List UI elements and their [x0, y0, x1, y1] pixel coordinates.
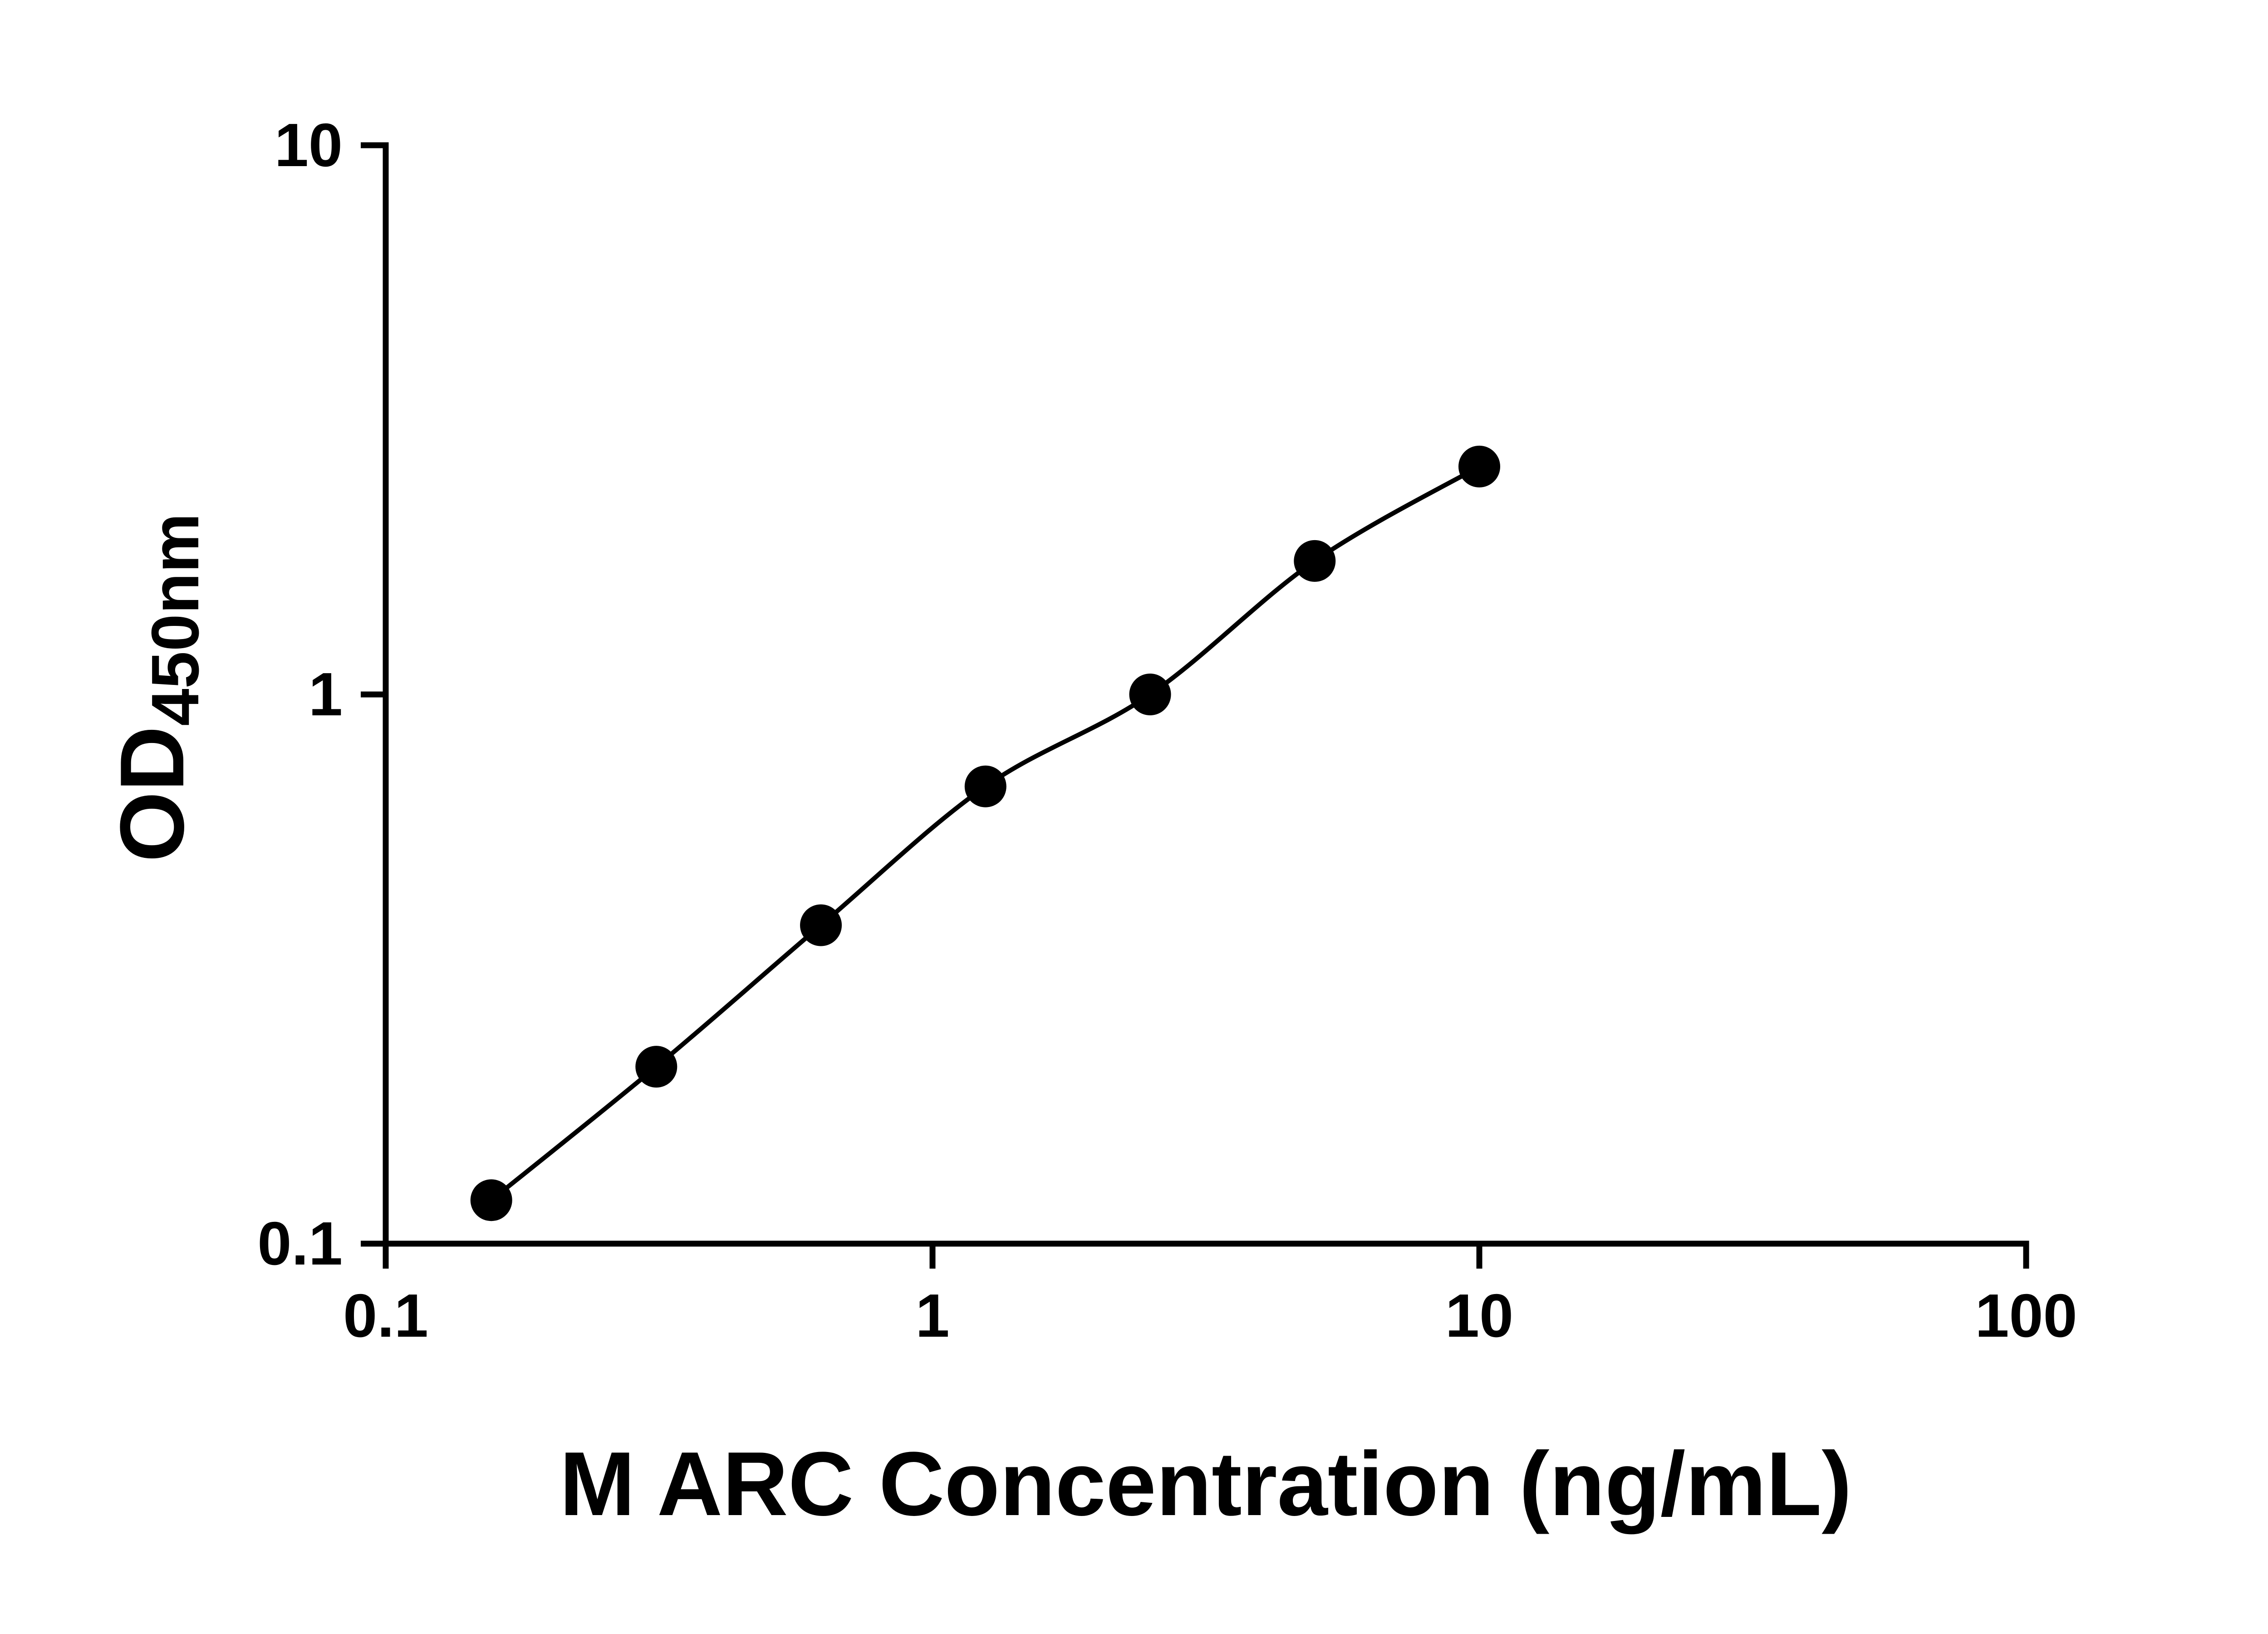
x-tick-label: 100 — [1975, 1281, 2077, 1350]
y-tick-label: 10 — [275, 111, 343, 179]
data-point — [1458, 445, 1500, 487]
data-point — [1129, 674, 1171, 715]
y-tick-label: 1 — [309, 660, 343, 728]
x-axis-title: M ARC Concentration (ng/mL) — [560, 1433, 1852, 1535]
x-tick-label: 10 — [1445, 1281, 1513, 1350]
y-axis-title-subscript: 450nm — [137, 513, 213, 726]
data-point — [470, 1179, 512, 1221]
axes — [383, 142, 2029, 1247]
y-axis-title-main: OD — [102, 726, 203, 862]
standard-curve-line — [489, 464, 1482, 1203]
x-tick-label: 0.1 — [343, 1281, 428, 1350]
y-tick-label: 0.1 — [257, 1209, 343, 1278]
data-point — [964, 765, 1006, 807]
data-point — [1294, 540, 1336, 582]
data-point — [800, 904, 842, 946]
y-axis-title: OD450nm — [102, 513, 213, 862]
data-point — [635, 1046, 677, 1088]
x-tick-label: 1 — [915, 1281, 949, 1350]
